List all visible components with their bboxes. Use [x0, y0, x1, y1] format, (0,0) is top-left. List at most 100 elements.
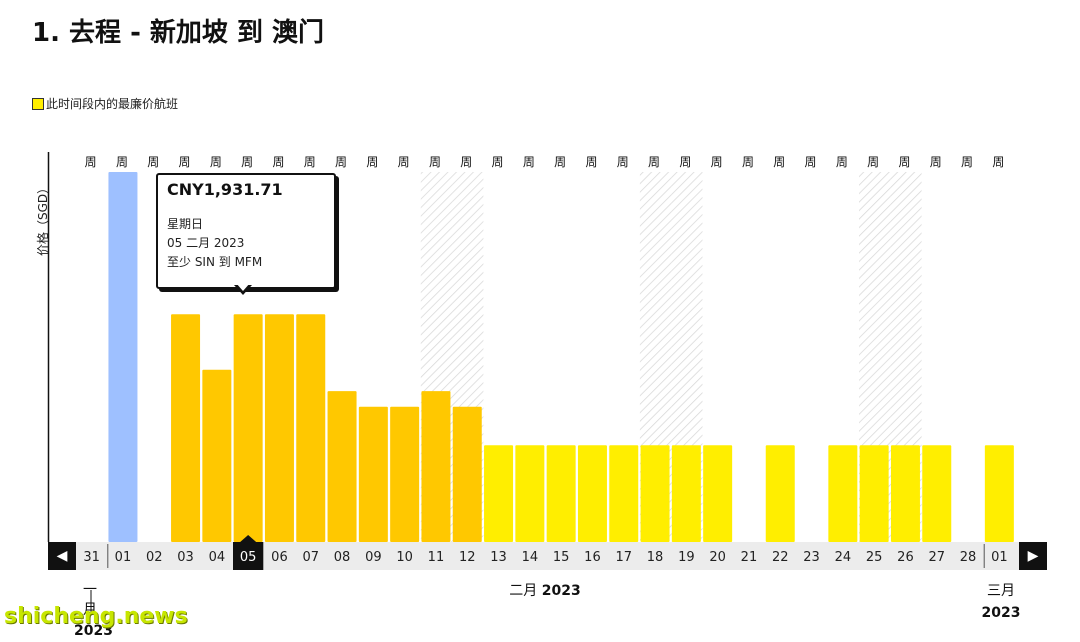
- month-name: 三月: [987, 583, 1015, 599]
- date-tick-label: 11: [428, 550, 445, 565]
- week-label: 周: [930, 155, 942, 169]
- date-tick-label: 18: [647, 550, 664, 565]
- week-label: 周: [617, 155, 629, 169]
- week-label: 周: [554, 155, 566, 169]
- week-label: 周: [147, 155, 159, 169]
- week-label: 周: [116, 155, 128, 169]
- date-tick-label: 14: [522, 550, 539, 565]
- arrow-right-icon: ▶: [1027, 548, 1039, 564]
- price-bar: [922, 445, 952, 542]
- price-bar: [546, 445, 576, 542]
- month-year: 2023: [981, 605, 1021, 621]
- week-label: 周: [272, 155, 284, 169]
- week-label: 周: [429, 155, 441, 169]
- price-bar: [358, 406, 388, 542]
- price-bar: [609, 445, 639, 542]
- price-bar: [984, 445, 1014, 542]
- date-tick-label: 06: [271, 550, 288, 565]
- week-label: 周: [711, 155, 723, 169]
- price-bar: [890, 445, 920, 542]
- week-label: 周: [679, 155, 691, 169]
- week-label: 周: [992, 155, 1004, 169]
- date-tick-label: 23: [803, 550, 820, 565]
- date-tick-label: 31: [83, 550, 100, 565]
- price-bar: [859, 445, 889, 542]
- selected-date-pointer: [240, 535, 257, 542]
- week-label: 周: [241, 155, 253, 169]
- legend: 此时间段内的最廉价航班: [32, 95, 178, 112]
- price-bar: [577, 445, 607, 542]
- price-bar: [828, 445, 858, 542]
- month-label-jan: 一月 2023: [74, 580, 113, 642]
- week-label: 周: [210, 155, 222, 169]
- week-label: 周: [898, 155, 910, 169]
- date-tick-label: 16: [584, 550, 601, 565]
- week-label: 周: [585, 155, 597, 169]
- prev-dates-button[interactable]: ◀: [48, 542, 76, 570]
- price-bar: [296, 314, 326, 542]
- tooltip-route: 至少 SIN 到 MFM: [167, 255, 263, 269]
- week-label: 周: [492, 155, 504, 169]
- date-tick-label: 04: [209, 550, 226, 565]
- date-tick-label: 01: [991, 550, 1008, 565]
- watermark-logo: shicheng.news: [4, 604, 188, 629]
- price-bar: [421, 391, 451, 542]
- price-bar: [202, 369, 232, 542]
- week-label: 周: [304, 155, 316, 169]
- week-label: 周: [85, 155, 97, 169]
- month-name: 二月: [509, 583, 538, 599]
- date-tick-label: 10: [396, 550, 413, 565]
- arrow-left-icon: ◀: [56, 548, 68, 564]
- next-dates-button[interactable]: ▶: [1019, 542, 1047, 570]
- month-name: 一月: [83, 582, 97, 618]
- price-bar: [108, 172, 138, 542]
- month-label-feb: 二月 2023: [490, 580, 600, 602]
- week-label: 周: [335, 155, 347, 169]
- week-label: 周: [773, 155, 785, 169]
- date-tick-label: 28: [960, 550, 977, 565]
- week-label: 周: [648, 155, 660, 169]
- date-tick-label: 05: [240, 550, 257, 565]
- date-tick-label: 25: [866, 550, 883, 565]
- date-tick-label: 26: [897, 550, 914, 565]
- price-bar: [390, 406, 420, 542]
- date-tick-label: 20: [709, 550, 726, 565]
- date-tick-label: 21: [741, 550, 758, 565]
- tooltip-pointer-fill: [236, 283, 250, 291]
- month-year: 2023: [74, 623, 113, 639]
- price-bar: [233, 314, 263, 542]
- legend-swatch: [32, 97, 44, 110]
- date-tick-label: 19: [678, 550, 695, 565]
- price-bar: [452, 406, 482, 542]
- price-bar: [703, 445, 733, 542]
- week-label: 周: [523, 155, 535, 169]
- date-tick-label: 24: [835, 550, 852, 565]
- date-tick-label: 07: [302, 550, 319, 565]
- week-label: 周: [398, 155, 410, 169]
- date-tick-label: 03: [177, 550, 194, 565]
- tooltip-date: 05 二月 2023: [167, 236, 245, 250]
- page-title: 1. 去程 - 新加坡 到 澳门: [32, 18, 325, 48]
- date-tick-label: 09: [365, 550, 382, 565]
- legend-label: 此时间段内的最廉价航班: [46, 97, 179, 111]
- price-bar: [671, 445, 701, 542]
- price-bar: [327, 391, 357, 542]
- week-label: 周: [366, 155, 378, 169]
- week-label: 周: [836, 155, 848, 169]
- week-label: 周: [867, 155, 879, 169]
- date-tick-label: 27: [928, 550, 945, 565]
- date-tick-label: 12: [459, 550, 476, 565]
- month-year: 2023: [541, 583, 581, 599]
- date-tick-label: 01: [115, 550, 132, 565]
- week-label: 周: [961, 155, 973, 169]
- tooltip-weekday: 星期日: [167, 217, 204, 231]
- price-bar: [640, 445, 670, 542]
- price-tooltip: CNY1,931.71 星期日 05 二月 2023 至少 SIN 到 MFM: [156, 173, 336, 295]
- date-tick-label: 17: [615, 550, 632, 565]
- date-tick-label: 15: [553, 550, 570, 565]
- week-label: 周: [805, 155, 817, 169]
- price-bar: [515, 445, 545, 542]
- week-label: 周: [742, 155, 754, 169]
- date-tick-label: 02: [146, 550, 163, 565]
